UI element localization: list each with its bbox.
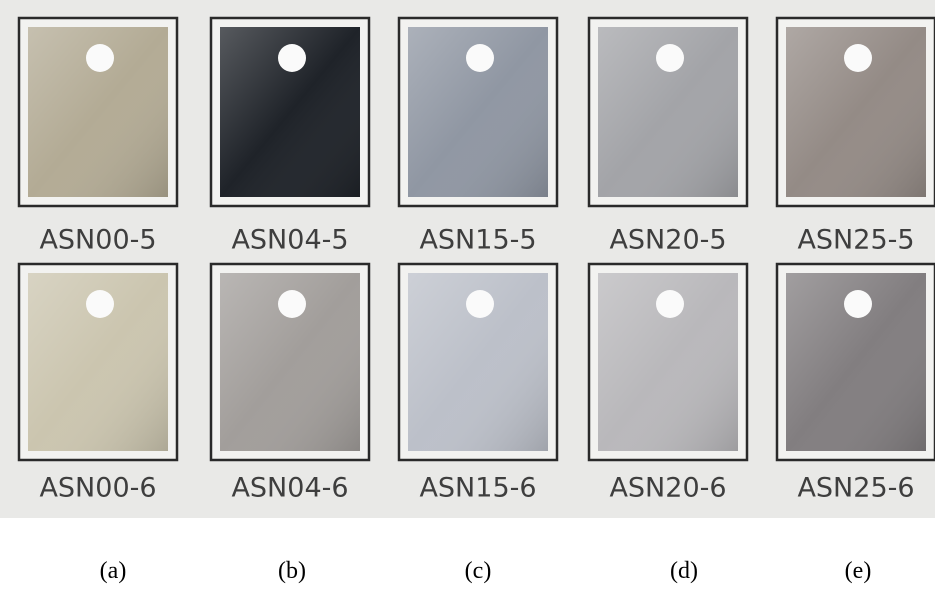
coupon-hole xyxy=(278,290,306,318)
coupon-hole xyxy=(656,290,684,318)
sample-label: ASN04-6 xyxy=(231,473,348,504)
coupon-hole xyxy=(86,290,114,318)
caption: (c) xyxy=(465,558,492,584)
sample-label: ASN04-5 xyxy=(231,225,348,256)
caption: (a) xyxy=(100,558,127,584)
sample-label: ASN15-6 xyxy=(419,473,536,504)
sample-label: ASN20-6 xyxy=(609,473,726,504)
sample-label: ASN20-5 xyxy=(609,225,726,256)
sample-label: ASN25-5 xyxy=(797,225,914,256)
caption: (d) xyxy=(670,558,698,584)
coupon-hole xyxy=(844,290,872,318)
sample-label: ASN25-6 xyxy=(797,473,914,504)
coupon-hole xyxy=(86,44,114,72)
coupon-hole xyxy=(466,290,494,318)
coupon-hole xyxy=(844,44,872,72)
sample-label: ASN15-5 xyxy=(419,225,536,256)
page: ASN00-5 ASN04-5 ASN15-5 ASN20-5 ASN25-5 ASN00… xyxy=(0,0,935,590)
coupon-hole xyxy=(466,44,494,72)
figure: ASN00-5 ASN04-5 ASN15-5 ASN20-5 ASN25-5 ASN00… xyxy=(0,0,935,590)
coupon-hole xyxy=(656,44,684,72)
sample-label: ASN00-6 xyxy=(39,473,156,504)
caption: (b) xyxy=(278,558,306,584)
sample-label: ASN00-5 xyxy=(39,225,156,256)
coupon-hole xyxy=(278,44,306,72)
caption: (e) xyxy=(845,558,872,584)
